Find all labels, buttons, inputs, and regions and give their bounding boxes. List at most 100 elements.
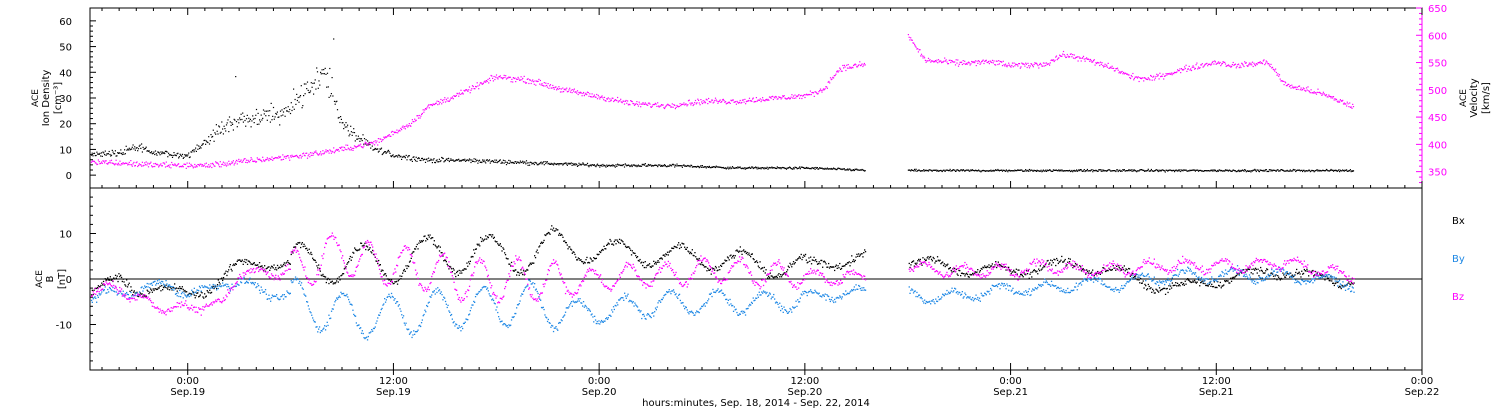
ion-density-point <box>1278 170 1281 172</box>
velocity-tick-label: 650 <box>1428 4 1447 15</box>
bx-point <box>510 265 512 267</box>
ion-density-point <box>1334 170 1336 172</box>
velocity-point <box>576 90 579 92</box>
velocity-point <box>715 99 717 101</box>
ion-density-point <box>1275 170 1277 172</box>
ion-density-point <box>851 169 853 171</box>
bx-point <box>627 246 629 248</box>
bx-point <box>160 290 162 292</box>
velocity-point <box>812 92 815 94</box>
ion-density-point <box>404 157 406 159</box>
ion-density-point <box>488 159 491 161</box>
velocity-point <box>645 103 647 105</box>
ion-density-point <box>533 163 535 166</box>
ion-density-point <box>1325 168 1328 171</box>
bx-point <box>808 257 810 259</box>
velocity-point <box>427 105 429 107</box>
velocity-point <box>1331 96 1333 98</box>
velocity-point <box>220 166 222 168</box>
velocity-point <box>464 90 466 92</box>
ion-density-point <box>194 149 196 151</box>
bx-point <box>1197 278 1199 280</box>
ion-density-point <box>427 160 429 162</box>
ion-density-point <box>682 164 684 167</box>
velocity-point <box>919 49 921 51</box>
bx-point <box>103 284 105 286</box>
bx-point <box>598 253 600 255</box>
bx-point <box>281 266 283 268</box>
velocity-point <box>976 60 978 62</box>
bx-point <box>1090 272 1092 274</box>
bx-point <box>1251 268 1253 270</box>
velocity-point <box>210 163 212 165</box>
ion-density-point <box>1314 170 1316 172</box>
bx-point <box>251 263 253 265</box>
ion-density-point <box>1052 170 1054 172</box>
bx-point <box>1175 282 1177 284</box>
ion-density-point <box>849 169 852 171</box>
bx-point <box>274 268 276 271</box>
velocity-point <box>293 156 295 158</box>
velocity-point <box>633 103 635 105</box>
ion-density-point <box>1096 170 1098 172</box>
bx-point <box>312 259 315 261</box>
ion-density-point <box>709 166 711 169</box>
velocity-point <box>256 157 258 159</box>
ion-density-point <box>1253 169 1255 171</box>
velocity-point <box>481 83 483 85</box>
by-point <box>110 289 112 291</box>
velocity-point <box>839 68 842 70</box>
velocity-point <box>1144 77 1146 79</box>
velocity-point <box>217 162 219 165</box>
ion-density-point <box>1319 169 1321 172</box>
ion-density-point <box>209 140 211 142</box>
velocity-point <box>608 100 610 103</box>
ion-density-point <box>748 166 751 168</box>
ion-density-point <box>781 167 783 169</box>
bx-point <box>639 258 641 261</box>
ion-density-point <box>951 170 953 172</box>
bx-point <box>920 262 922 264</box>
velocity-point <box>698 99 700 101</box>
ion-density-point <box>1025 169 1027 171</box>
ion-density-point <box>358 137 360 140</box>
bx-point <box>441 252 443 254</box>
velocity-point <box>235 161 237 163</box>
velocity-point <box>221 163 223 166</box>
ion-density-point <box>395 155 397 157</box>
bx-point <box>502 247 504 249</box>
velocity-point <box>330 152 332 154</box>
bx-point <box>592 260 594 262</box>
velocity-point <box>125 162 127 164</box>
bx-point <box>1079 265 1081 267</box>
bx-point <box>1152 290 1155 292</box>
bx-point <box>583 261 585 263</box>
velocity-point <box>1059 55 1061 57</box>
velocity-point <box>1178 70 1180 72</box>
velocity-point <box>1295 86 1297 88</box>
velocity-point <box>636 101 638 103</box>
velocity-point <box>489 79 491 82</box>
velocity-point <box>1140 77 1142 79</box>
ion-density-point <box>409 159 411 161</box>
velocity-point <box>396 129 398 131</box>
velocity-point <box>475 85 477 88</box>
ion-density-point <box>236 126 238 128</box>
velocity-point <box>1231 64 1233 66</box>
ion-density-point <box>670 165 672 167</box>
ion-density-point <box>245 118 248 120</box>
bx-point <box>603 245 605 247</box>
bx-point <box>276 269 278 271</box>
velocity-point <box>249 161 251 163</box>
ion-density-point <box>803 167 805 169</box>
ion-density-point <box>634 165 636 167</box>
velocity-point <box>457 93 459 95</box>
bx-point <box>462 269 464 271</box>
velocity-point <box>731 99 734 101</box>
ion-density-point <box>941 170 943 172</box>
velocity-point <box>779 96 781 98</box>
velocity-point <box>1278 75 1280 77</box>
ion-density-point <box>168 154 170 156</box>
ion-density-point <box>418 157 420 159</box>
bx-point <box>477 244 479 246</box>
